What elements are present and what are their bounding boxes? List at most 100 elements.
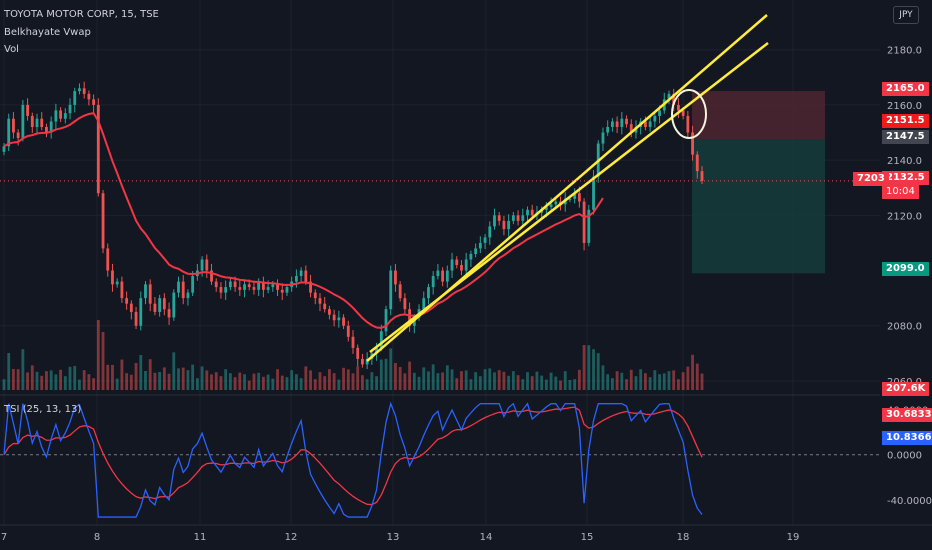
candle-body (87, 93, 91, 100)
candle-body (304, 270, 308, 282)
volume-bar (469, 379, 473, 390)
volume-bar (200, 366, 204, 390)
candle-body (106, 248, 110, 271)
volume-bar (695, 363, 699, 390)
volume-bar (577, 369, 581, 390)
volume-bar (361, 375, 364, 390)
volume-bar (351, 373, 355, 390)
volume-bar (309, 370, 312, 390)
candle-body (162, 298, 166, 310)
candle-body (313, 292, 317, 299)
candle-body (667, 93, 671, 100)
volume-bar (337, 379, 341, 390)
volume-bar (535, 371, 539, 390)
candle-body (233, 281, 237, 288)
candle-body (497, 215, 501, 221)
candle-body (21, 104, 25, 139)
candle-body (450, 259, 454, 271)
candle-body (139, 298, 143, 326)
volume-bar (592, 349, 595, 390)
candle-body (328, 309, 331, 315)
candle-body (507, 220, 511, 230)
candle-body (332, 314, 336, 321)
volume-bar (549, 372, 553, 390)
volume-bar (582, 345, 586, 390)
volume-bar (384, 358, 388, 390)
volume-bar (191, 364, 195, 390)
candle-body (582, 201, 586, 243)
candle-body (573, 193, 577, 199)
candle-body (68, 104, 72, 114)
volume-bar (502, 371, 506, 390)
candle-body (54, 110, 58, 122)
volume-bar (672, 370, 676, 390)
candle-body (78, 88, 81, 92)
candle-body (625, 118, 628, 125)
volume-bar (144, 371, 147, 390)
volume-bar (96, 320, 100, 390)
candle-body (460, 265, 463, 271)
volume-bar (625, 379, 628, 390)
volume-bar (653, 370, 657, 390)
volume-bar (450, 369, 454, 390)
candle-body (73, 91, 77, 105)
volume-bar (403, 373, 407, 390)
volume-bar (214, 372, 218, 390)
vwap-line (3, 111, 604, 329)
candle-body (695, 154, 699, 172)
volume-bar (431, 364, 435, 390)
volume-bar (398, 367, 402, 390)
volume-bar (587, 345, 591, 390)
candle-body (96, 104, 100, 194)
candle-body (653, 115, 657, 122)
currency-button[interactable]: JPY (893, 6, 919, 24)
candle-body (644, 121, 647, 127)
volume-bar (7, 353, 11, 390)
candle-body (172, 292, 176, 318)
volume-bar (379, 359, 383, 390)
candle-body (568, 198, 572, 200)
volume-bar (35, 371, 39, 390)
candle-body (219, 287, 223, 293)
volume-bar (181, 367, 185, 390)
volume-bar (464, 370, 468, 390)
volume-bar (186, 370, 190, 390)
stop-price-tag: 2165.0 (882, 82, 929, 96)
candle-body (30, 115, 34, 127)
candle-body (592, 176, 595, 210)
volume-bar (389, 348, 393, 390)
volume-bar (544, 379, 548, 390)
y-tick-label: 2140.0 (887, 156, 922, 167)
candle-body (224, 287, 228, 293)
candle-body (144, 284, 147, 299)
candle-body (356, 347, 360, 359)
volume-bar (474, 372, 478, 390)
volume-bar (606, 374, 610, 390)
volume-bar (21, 349, 25, 390)
volume-bar (596, 353, 600, 390)
candle-body (59, 110, 62, 119)
candle-body (620, 118, 624, 127)
candle-body (445, 270, 449, 282)
volume-bar (436, 373, 440, 390)
candle-body (261, 281, 265, 290)
tsi-tick-label: 0.0000 (887, 451, 922, 462)
candle-body (681, 110, 685, 116)
volume-bar (276, 369, 279, 390)
volume-bar (87, 374, 91, 390)
x-tick-label: 11 (194, 532, 207, 543)
volume-bar (342, 367, 345, 390)
candle-body (361, 358, 364, 365)
volume-bar (290, 370, 294, 390)
volume-bar (318, 372, 322, 390)
symbol-code-badge: 7203 (853, 172, 889, 186)
volume-bar (417, 376, 421, 390)
candle-body (441, 270, 445, 282)
volume-bar (554, 376, 558, 390)
candle-body (379, 331, 383, 348)
volume-bar (460, 371, 463, 390)
volume-bar (526, 372, 529, 390)
volume-bar (247, 380, 251, 390)
volume-bar (134, 363, 138, 390)
